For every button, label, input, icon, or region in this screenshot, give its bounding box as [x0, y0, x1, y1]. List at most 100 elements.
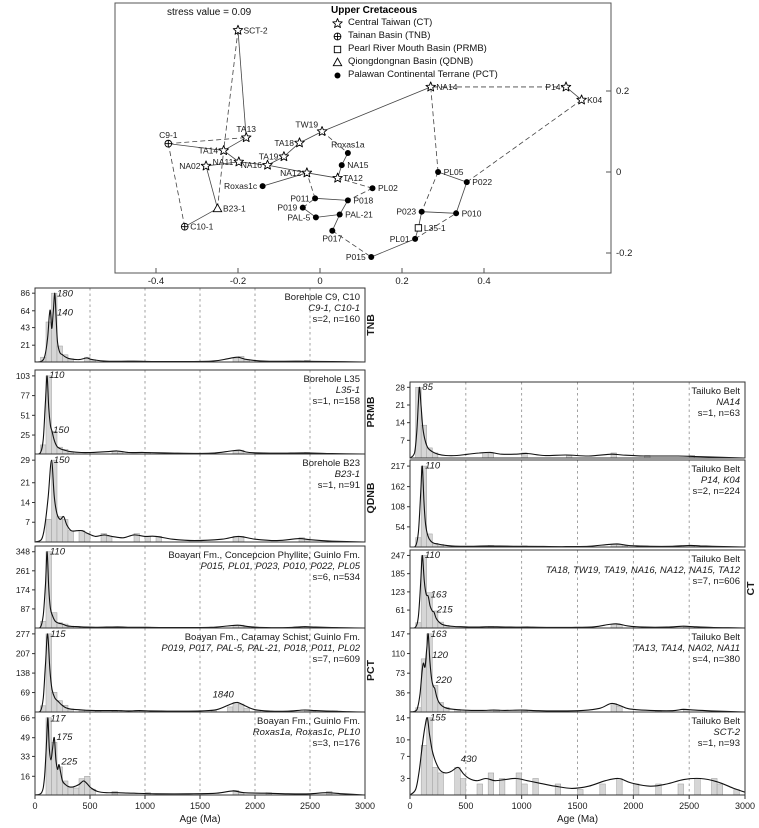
hist-bar	[56, 345, 63, 362]
svg-text:-0.2: -0.2	[230, 276, 246, 287]
y-tick-label: 36	[396, 688, 406, 698]
kde-curve	[35, 633, 365, 712]
mds-point-label-P015: P015	[346, 252, 366, 262]
stress-value-label: stress value = 0.09	[167, 7, 252, 18]
mds-point-K04	[576, 94, 587, 105]
y-tick-label: 77	[21, 391, 31, 401]
panel-title: Borehole L35	[303, 374, 360, 385]
y-tick-label: 217	[391, 461, 405, 471]
mds-link-P015-PL01	[371, 238, 416, 258]
legend-item-qdnb: Qiongdongnan Basin (QDNB)	[331, 56, 498, 69]
legend-item-pct: Palawan Continental Terrane (PCT)	[331, 69, 498, 82]
panel-stats: s=1, n=91	[318, 480, 360, 491]
kde-curve	[35, 717, 365, 795]
kde-curve	[35, 459, 365, 542]
panel-samples: P015, PL01, P023, P010, P022, PL05	[200, 561, 360, 572]
hist-bar	[45, 633, 52, 712]
y-tick-label: 123	[391, 587, 405, 597]
y-tick-label: 147	[391, 629, 405, 639]
panel-frame	[34, 287, 366, 363]
hist-bar	[577, 789, 584, 795]
hist-bar	[716, 783, 723, 795]
panel-samples: TA18, TW19, TA19, NA16, NA12, NA15, TA12	[546, 565, 741, 576]
peak-age-label: 140	[57, 308, 74, 319]
hist-bar	[84, 776, 91, 795]
hist-bar	[487, 452, 494, 458]
mds-point-P017	[329, 227, 336, 234]
hist-bar	[73, 787, 80, 795]
hist-bar	[67, 530, 74, 542]
hist-bar	[616, 778, 623, 795]
kde-curve	[410, 633, 745, 712]
svg-text:0: 0	[616, 167, 621, 178]
x-tick-label: 0	[407, 801, 412, 811]
peak-age-label: 215	[436, 605, 454, 616]
mds-point-label-P022: P022	[472, 177, 492, 187]
star-icon	[332, 18, 343, 28]
hist-bar	[677, 783, 684, 795]
y-tick-label: 25	[21, 430, 31, 440]
panel-samples: C9-1, C10-1	[308, 303, 360, 314]
hist-bar	[521, 783, 528, 795]
panel-stats: s=1, n=93	[698, 738, 740, 749]
panel-stats: s=1, n=63	[698, 408, 740, 419]
legend-item-label: Central Taiwan (CT)	[348, 17, 433, 29]
panel-samples: TA13, TA14, NA02, NA11	[633, 643, 740, 654]
mds-link-PL05-P022	[437, 171, 467, 183]
mds-link-P011-NA12	[306, 172, 316, 199]
panel-title: Tailuko Belt	[691, 632, 740, 643]
y-tick-label: 66	[21, 713, 31, 723]
y-tick-label: 138	[16, 668, 30, 678]
y-tick-label: 162	[391, 482, 405, 492]
y-tick-label: 21	[21, 478, 31, 488]
kde-curve	[410, 465, 745, 547]
mds-point-label-Roxas1c: Roxas1c	[224, 181, 258, 191]
mds-link-TW19-NA14	[321, 86, 431, 132]
hist-bar	[694, 778, 701, 795]
mds-point-P015	[368, 254, 375, 261]
x-axis-L6: 0 500 1000 1500 2000 2500 3000 Age (Ma)	[32, 795, 375, 825]
circle-cross-icon	[333, 32, 342, 41]
kde-panel-L4: 348 261 174 87 Boayan Fm., Concepcion Phylli…	[16, 545, 366, 629]
hist-bar	[443, 706, 450, 712]
mds-point-P010	[453, 210, 460, 217]
y-tick-label: 174	[16, 585, 30, 595]
hist-bar	[144, 536, 151, 542]
mds-point-label-SCT-2: SCT-2	[244, 25, 268, 35]
x-axis-title: Age (Ma)	[557, 814, 598, 825]
mds-point-label-PAL-21: PAL-21	[345, 210, 373, 220]
svg-text:-0.4: -0.4	[148, 276, 164, 287]
peak-age-label: 175	[57, 732, 74, 743]
mds-point-label-NA16: NA16	[241, 160, 263, 170]
hist-bar	[106, 536, 113, 542]
peak-age-label: 163	[431, 629, 448, 640]
mds-point-label-TA18: TA18	[274, 138, 294, 148]
panel-samples: P019, P017, PAL-5, PAL-21, P018, P011, P…	[161, 643, 360, 654]
panel-stats: s=2, n=160	[312, 314, 360, 325]
mds-link-NA12-TA12	[306, 172, 338, 179]
peak-age-label: 115	[50, 629, 66, 640]
hist-bar	[599, 783, 606, 795]
hist-bar	[56, 516, 63, 542]
mds-point-label-TA14: TA14	[198, 146, 218, 156]
peak-age-label: 85	[422, 382, 433, 393]
peak-age-label: 155	[430, 713, 447, 724]
mds-link-B23-1-NA02	[205, 165, 218, 209]
mds-point-label-NA12: NA12	[280, 168, 302, 178]
kde-curve	[410, 717, 745, 795]
mds-point-P019	[299, 204, 306, 211]
hist-bar	[133, 533, 140, 542]
peak-age-label: 180	[57, 288, 74, 299]
mds-point-label-TA19: TA19	[259, 152, 279, 162]
y-tick-label: 10	[396, 735, 406, 745]
hist-bar	[426, 717, 433, 795]
mds-point-label-NA11: NA11	[213, 157, 234, 167]
mds-point-PAL-5	[312, 214, 319, 221]
mds-point-label-P14: P14	[545, 82, 560, 92]
panel-title: Borehole C9, C10	[284, 292, 360, 303]
panel-samples: Roxas1a, Roxas1c, PL10	[253, 727, 361, 738]
mds-link-PL05-P023	[421, 171, 439, 212]
peak-age-label: 225	[60, 757, 78, 768]
mds-legend: Upper Cretaceous Central Taiwan (CT) Tai…	[331, 5, 498, 82]
